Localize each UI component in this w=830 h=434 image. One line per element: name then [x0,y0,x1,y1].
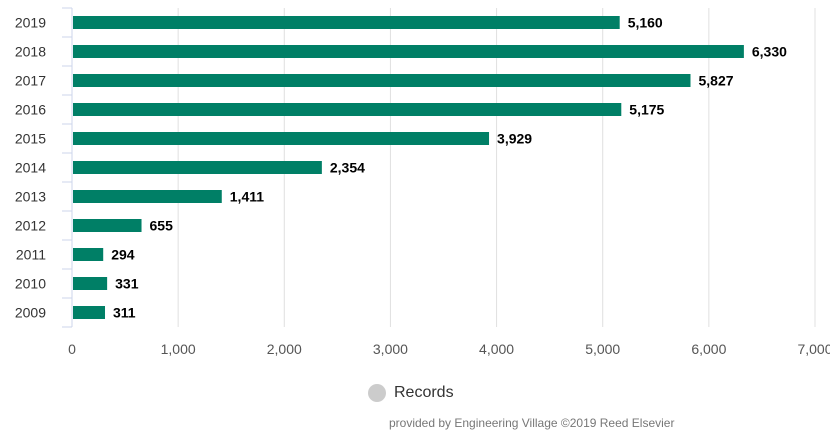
bar-2018[interactable] [73,45,744,58]
x-tick-label-7000: 7,000 [797,341,830,357]
bar-2015[interactable] [73,132,490,145]
bar-2010[interactable] [73,277,108,290]
x-tick-label-4000: 4,000 [479,341,514,357]
legend[interactable]: Records [368,382,454,404]
y-tick-label-2009: 2009 [15,305,46,321]
bar-2014[interactable] [73,161,322,174]
data-label-2009: 311 [113,305,136,321]
y-tick-label-2017: 2017 [15,73,46,89]
y-tick-label-2013: 2013 [15,189,46,205]
bar-2012[interactable] [73,219,142,232]
bar-2011[interactable] [73,248,104,261]
y-tick-labels: 2019 2018 2017 2016 2015 2014 2013 2012 2011 2010… [15,15,46,321]
data-label-2013: 1,411 [230,189,264,205]
x-tick-labels: 0 1,000 2,000 3,000 4,000 5,000 6,000 7,000 [68,341,830,357]
credit-text: provided by Engineering Village ©2019 Re… [389,416,675,430]
legend-swatch [368,384,386,402]
y-tick-label-2019: 2019 [15,15,46,31]
data-label-2018: 6,330 [752,44,787,60]
data-labels: 5,160 6,330 5,827 5,175 3,929 2,354 1,411 655 29… [111,15,787,321]
bars [73,16,744,319]
data-label-2014: 2,354 [330,160,365,176]
x-tick-label-5000: 5,000 [585,341,620,357]
y-tick-label-2011: 2011 [16,247,46,263]
x-tick-label-6000: 6,000 [691,341,726,357]
data-label-2012: 655 [150,218,174,234]
bar-2013[interactable] [73,190,222,203]
y-tick-label-2016: 2016 [15,102,46,118]
y-tick-label-2018: 2018 [15,44,46,60]
bar-2017[interactable] [73,74,691,87]
data-label-2017: 5,827 [698,73,733,89]
x-tick-label-3000: 3,000 [373,341,408,357]
gridlines [177,8,816,327]
bar-2009[interactable] [73,306,106,319]
y-tick-label-2012: 2012 [15,218,46,234]
data-label-2010: 331 [115,276,139,292]
data-label-2011: 294 [111,247,135,263]
legend-label: Records [394,384,454,401]
y-tick-label-2014: 2014 [15,160,46,176]
y-axis [62,7,73,328]
y-tick-label-2010: 2010 [15,276,46,292]
data-label-2019: 5,160 [628,15,663,31]
data-label-2015: 3,929 [497,131,532,147]
bar-2019[interactable] [73,16,620,29]
bar-2016[interactable] [73,103,622,116]
x-tick-label-2000: 2,000 [267,341,302,357]
y-tick-label-2015: 2015 [15,131,46,147]
x-tick-label-1000: 1,000 [161,341,196,357]
data-label-2016: 5,175 [629,102,664,118]
x-tick-label-0: 0 [68,341,76,357]
